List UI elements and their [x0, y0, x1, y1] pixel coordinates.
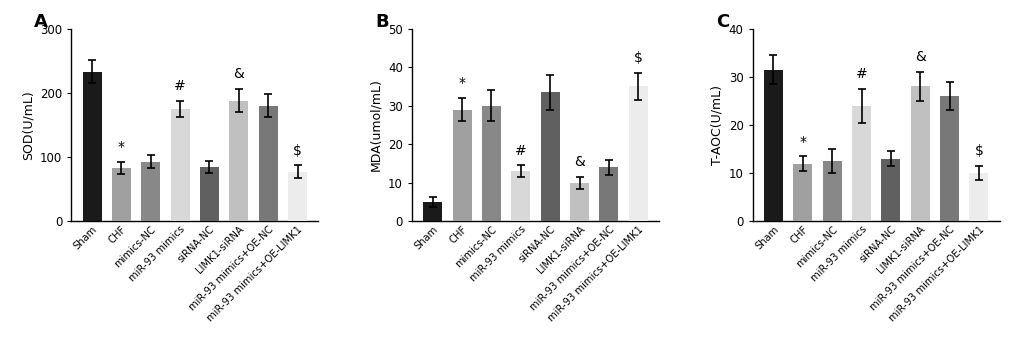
Bar	[482, 106, 500, 221]
Bar	[142, 162, 160, 221]
Y-axis label: SOD(U/mL): SOD(U/mL)	[21, 90, 35, 160]
Text: &: &	[914, 50, 924, 64]
Bar	[570, 183, 588, 221]
Y-axis label: T-AOC(U/mL): T-AOC(U/mL)	[709, 85, 722, 165]
Bar	[287, 172, 307, 221]
Bar	[229, 101, 248, 221]
Y-axis label: MDA(umol/mL): MDA(umol/mL)	[369, 79, 382, 171]
Bar	[940, 96, 958, 221]
Text: *: *	[459, 76, 466, 90]
Text: $: $	[973, 144, 982, 158]
Bar	[880, 159, 900, 221]
Bar	[968, 173, 987, 221]
Bar	[452, 110, 471, 221]
Text: $: $	[292, 144, 302, 158]
Bar	[83, 72, 102, 221]
Text: *: *	[118, 140, 125, 154]
Text: C: C	[715, 13, 729, 31]
Text: &: &	[574, 155, 584, 169]
Bar	[511, 171, 530, 221]
Bar	[599, 167, 618, 221]
Bar	[910, 86, 928, 221]
Text: B: B	[375, 13, 388, 31]
Bar	[112, 168, 130, 221]
Bar	[628, 86, 647, 221]
Bar	[200, 167, 219, 221]
Bar	[793, 164, 811, 221]
Text: #: #	[174, 80, 185, 94]
Bar	[170, 109, 190, 221]
Bar	[540, 92, 559, 221]
Text: #: #	[515, 144, 526, 158]
Bar	[763, 70, 783, 221]
Bar	[822, 161, 841, 221]
Text: #: #	[855, 67, 866, 81]
Bar	[851, 106, 870, 221]
Bar	[259, 106, 277, 221]
Bar	[423, 202, 442, 221]
Text: $: $	[633, 51, 642, 65]
Text: &: &	[233, 67, 244, 81]
Text: *: *	[799, 135, 806, 149]
Text: A: A	[35, 13, 48, 31]
